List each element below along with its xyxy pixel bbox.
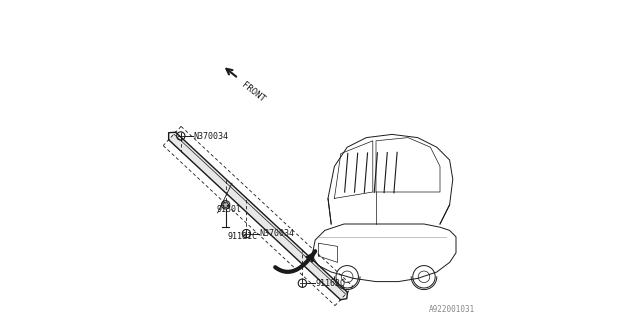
Polygon shape <box>223 202 228 207</box>
Text: 91181C: 91181C <box>227 232 257 241</box>
Text: N370034: N370034 <box>193 132 228 140</box>
Polygon shape <box>169 132 348 300</box>
Text: N370034: N370034 <box>259 229 294 238</box>
Text: 91162Q: 91162Q <box>315 279 345 288</box>
Text: 9130l: 9130l <box>217 205 242 214</box>
Text: FRONT: FRONT <box>240 80 267 104</box>
Text: A922001031: A922001031 <box>429 305 475 314</box>
